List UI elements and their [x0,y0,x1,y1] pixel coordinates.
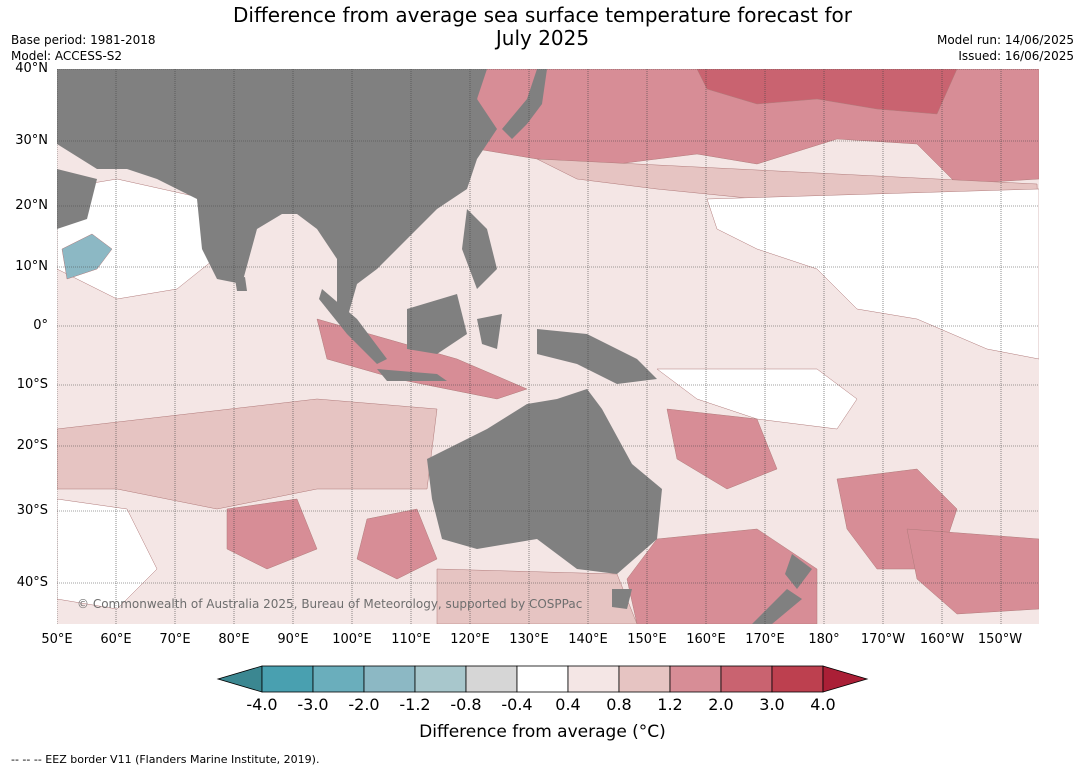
coral-sea-warm [666,408,778,490]
lon-label-160w: 160°W [919,632,965,647]
colorbar-tick: -2.0 [348,695,380,714]
colorbar-segment [414,665,467,693]
colorbar-segment [771,665,824,693]
colorbar-tick: -0.4 [501,695,533,714]
new-zealand-north [785,554,812,589]
base-period: Base period: 1981-2018 [11,33,156,47]
lat-label-10n: 10°N [15,259,48,274]
borneo-landmass [407,294,467,354]
south-indian-warm-1 [226,498,318,570]
sumatra-landmass [319,289,387,364]
australia-landmass [427,389,662,574]
lon-label-150e: 150°E [627,632,667,647]
south-indian-warm-2 [356,508,438,580]
colorbar-segment [720,665,773,693]
lat-label-10s: 10°S [16,377,48,392]
lon-label-150w: 150°W [977,632,1023,647]
meta-right: Model run: 14/06/2025 Issued: 16/06/2025 [937,32,1074,64]
south-indian-neutral [57,498,158,610]
lon-label-100e: 100°E [332,632,372,647]
model-run: Model run: 14/06/2025 [936,33,1074,47]
title-line-2: July 2025 [495,26,590,50]
tasmania-landmass [612,589,632,609]
lon-label-80e: 80°E [218,632,250,647]
japan-landmass [502,69,547,139]
east-pacific-neutral [656,368,858,430]
lat-label-20s: 20°S [16,438,48,453]
colorbar-segments [216,665,869,693]
colorbar-segment [618,665,671,693]
indian-cool [61,233,113,280]
lon-label-160e: 160°E [686,632,726,647]
arabia-landmass [57,169,97,229]
tasman-warm [626,528,818,624]
south-indian-moderate [57,398,438,510]
lon-label-140e: 140°E [568,632,608,647]
map-title: Difference from average sea surface temp… [0,4,1085,50]
colorbar-tick: 0.4 [555,695,581,714]
colorbar-tick: 0.8 [606,695,632,714]
java-landmass [377,369,447,381]
colorbar-extend-low [216,665,263,693]
lon-label-90e: 90°E [277,632,309,647]
lon-label-110e: 110°E [391,632,431,647]
title-line-1: Difference from average sea surface temp… [232,3,852,27]
colorbar-tick: -0.8 [450,695,482,714]
lon-label-170e: 170°E [745,632,785,647]
lat-label-0: 0° [33,318,48,333]
lat-label-40s: 40°S [16,575,48,590]
lat-label-20n: 20°N [15,198,48,213]
lon-label-120e: 120°E [450,632,490,647]
footnote: -- -- -- EEZ border V11 (Flanders Marine… [11,753,320,766]
lon-label-170w: 170°W [860,632,906,647]
colorbar-tick: 2.0 [708,695,734,714]
colorbar-segment [261,665,314,693]
copyright-notice: © Commonwealth of Australia 2025, Bureau… [77,597,583,611]
lon-label-70e: 70°E [159,632,191,647]
issued-date: Issued: 16/06/2025 [958,49,1074,63]
sri-lanka-landmass [235,277,247,291]
lon-label-180: 180° [808,632,840,647]
new-guinea-landmass [537,329,657,384]
colorbar-segment [669,665,722,693]
southeast-pacific-warm [906,528,1039,615]
sst-anomaly-map [57,69,1039,624]
anomaly-patches [57,69,1039,624]
sulawesi-landmass [477,314,502,349]
colorbar-tick: -4.0 [246,695,278,714]
north-pacific-hot [696,69,958,115]
central-pacific-neutral [706,188,1039,360]
lat-label-30s: 30°S [16,503,48,518]
model-name: Model: ACCESS-S2 [11,49,123,63]
colorbar-segment [465,665,518,693]
asia-landmass [57,69,497,319]
colorbar-segment [567,665,620,693]
colorbar-tick: 1.2 [657,695,683,714]
colorbar-segment [312,665,365,693]
lat-label-40n: 40°N [15,61,48,76]
colorbar-extend-high [822,665,869,693]
colorbar-label: Difference from average (°C) [419,722,666,742]
lat-label-30n: 30°N [15,133,48,148]
new-zealand-south [752,589,802,624]
lon-label-130e: 130°E [509,632,549,647]
lon-label-50e: 50°E [41,632,73,647]
colorbar-tick: 4.0 [810,695,836,714]
land-masses [57,69,812,624]
lon-label-60e: 60°E [100,632,132,647]
colorbar-segment [363,665,416,693]
colorbar-tick: -3.0 [297,695,329,714]
graticule [57,69,1039,624]
colorbar-tick: -1.2 [399,695,431,714]
philippines-landmass [462,209,497,289]
colorbar-segment [516,665,569,693]
meta-left: Base period: 1981-2018 Model: ACCESS-S2 [11,32,156,64]
colorbar-tick: 3.0 [759,695,785,714]
